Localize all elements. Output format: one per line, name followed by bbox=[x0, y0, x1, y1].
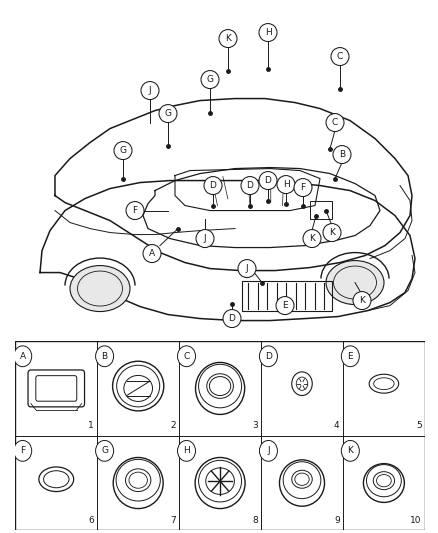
Circle shape bbox=[204, 176, 222, 195]
Circle shape bbox=[114, 142, 132, 159]
Text: 10: 10 bbox=[410, 515, 422, 524]
Text: J: J bbox=[148, 86, 151, 95]
Circle shape bbox=[323, 223, 341, 241]
Text: 6: 6 bbox=[88, 515, 94, 524]
Circle shape bbox=[333, 146, 351, 164]
Text: J: J bbox=[246, 264, 248, 273]
Ellipse shape bbox=[326, 261, 384, 304]
Text: E: E bbox=[282, 301, 288, 310]
Bar bbox=[310, 200, 332, 219]
Text: D: D bbox=[209, 181, 216, 190]
Text: H: H bbox=[283, 180, 290, 189]
Text: J: J bbox=[204, 234, 206, 243]
Text: F: F bbox=[300, 183, 306, 192]
Text: G: G bbox=[101, 446, 108, 455]
Circle shape bbox=[331, 47, 349, 66]
Text: 3: 3 bbox=[252, 421, 258, 430]
Text: 1: 1 bbox=[88, 421, 94, 430]
Circle shape bbox=[277, 175, 295, 193]
Circle shape bbox=[223, 310, 241, 328]
Circle shape bbox=[241, 176, 259, 195]
Circle shape bbox=[14, 346, 32, 367]
Text: B: B bbox=[339, 150, 345, 159]
Circle shape bbox=[259, 440, 277, 461]
Text: A: A bbox=[149, 249, 155, 258]
Text: D: D bbox=[265, 176, 272, 185]
Circle shape bbox=[276, 296, 294, 314]
Text: B: B bbox=[102, 352, 108, 361]
Text: H: H bbox=[183, 446, 190, 455]
Circle shape bbox=[259, 23, 277, 42]
Text: F: F bbox=[132, 206, 138, 215]
Circle shape bbox=[238, 260, 256, 278]
Circle shape bbox=[326, 114, 344, 132]
Text: K: K bbox=[347, 446, 353, 455]
Text: D: D bbox=[229, 314, 236, 323]
Text: C: C bbox=[332, 118, 338, 127]
Circle shape bbox=[353, 292, 371, 310]
Text: G: G bbox=[206, 75, 213, 84]
Text: K: K bbox=[309, 234, 315, 243]
Ellipse shape bbox=[70, 265, 130, 312]
Text: 2: 2 bbox=[170, 421, 176, 430]
Text: C: C bbox=[184, 352, 190, 361]
Text: 8: 8 bbox=[252, 515, 258, 524]
Circle shape bbox=[341, 440, 359, 461]
Text: F: F bbox=[20, 446, 25, 455]
Circle shape bbox=[196, 230, 214, 247]
Circle shape bbox=[259, 172, 277, 190]
Bar bbox=[242, 280, 332, 311]
Text: H: H bbox=[265, 28, 272, 37]
Text: K: K bbox=[329, 228, 335, 237]
Circle shape bbox=[14, 440, 32, 461]
Text: 5: 5 bbox=[416, 421, 422, 430]
Circle shape bbox=[294, 179, 312, 197]
Text: G: G bbox=[120, 146, 127, 155]
Text: 4: 4 bbox=[334, 421, 340, 430]
Text: D: D bbox=[247, 181, 254, 190]
Circle shape bbox=[141, 82, 159, 100]
Text: K: K bbox=[359, 296, 365, 305]
Circle shape bbox=[341, 346, 359, 367]
Text: C: C bbox=[337, 52, 343, 61]
Circle shape bbox=[159, 104, 177, 123]
Text: A: A bbox=[20, 352, 26, 361]
Text: 9: 9 bbox=[334, 515, 340, 524]
Text: G: G bbox=[165, 109, 172, 118]
Text: 7: 7 bbox=[170, 515, 176, 524]
Text: D: D bbox=[265, 352, 272, 361]
Circle shape bbox=[177, 346, 195, 367]
Circle shape bbox=[177, 440, 195, 461]
Circle shape bbox=[95, 346, 113, 367]
Circle shape bbox=[201, 70, 219, 88]
Circle shape bbox=[143, 245, 161, 263]
Text: K: K bbox=[225, 34, 231, 43]
Circle shape bbox=[126, 201, 144, 220]
Circle shape bbox=[219, 29, 237, 47]
Circle shape bbox=[303, 230, 321, 247]
Circle shape bbox=[95, 440, 113, 461]
Text: J: J bbox=[267, 446, 270, 455]
Text: E: E bbox=[347, 352, 353, 361]
Circle shape bbox=[259, 346, 277, 367]
